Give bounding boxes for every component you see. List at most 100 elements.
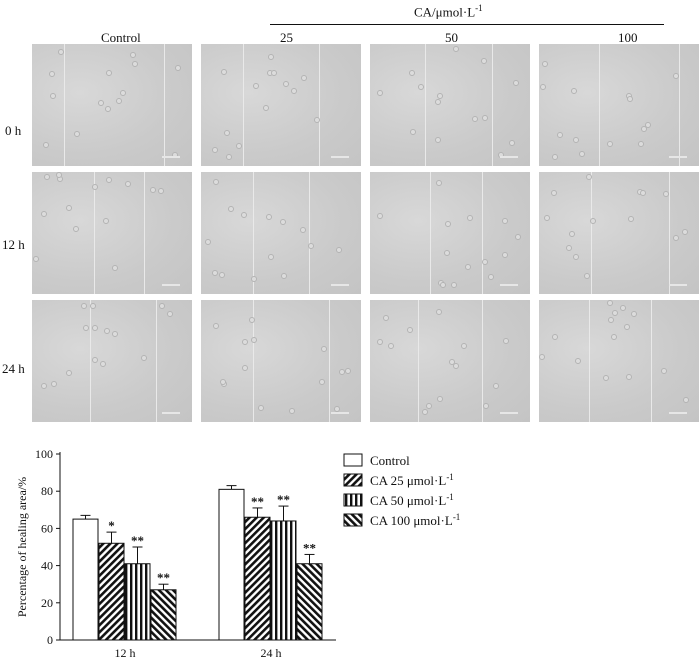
cell-dot	[90, 303, 96, 309]
cell-dot	[266, 214, 272, 220]
legend-label-sup: -1	[446, 472, 454, 482]
wound-edge-line	[90, 300, 91, 422]
cell-dot	[453, 46, 459, 52]
legend-swatch	[343, 513, 363, 527]
cell-dot	[435, 137, 441, 143]
cell-dot	[150, 187, 156, 193]
scale-bar	[500, 284, 518, 286]
legend-label: CA 100 μmol·L-1	[370, 512, 460, 528]
cell-dot	[409, 70, 415, 76]
cell-dot	[444, 250, 450, 256]
cell-dot	[92, 325, 98, 331]
cell-dot	[242, 365, 248, 371]
cell-dot	[74, 131, 80, 137]
scale-bar	[500, 156, 518, 158]
cell-dot	[125, 181, 131, 187]
cell-dot	[673, 73, 679, 79]
cell-dot	[158, 188, 164, 194]
cell-dot	[645, 122, 651, 128]
cell-dot	[159, 303, 165, 309]
cell-dot	[509, 140, 515, 146]
cell-dot	[661, 368, 667, 374]
cell-dot	[251, 337, 257, 343]
cell-dot	[212, 147, 218, 153]
cell-dot	[175, 65, 181, 71]
legend-label: CA 25 μmol·L-1	[370, 472, 454, 488]
bar	[270, 520, 297, 641]
cell-dot	[213, 323, 219, 329]
micrograph-cell	[201, 172, 361, 294]
cell-dot	[377, 339, 383, 345]
scale-bar	[669, 412, 687, 414]
cell-dot	[213, 179, 219, 185]
scale-bar	[669, 156, 687, 158]
wound-edge-line	[482, 172, 483, 294]
x-tick-label: 24 h	[261, 646, 282, 660]
cell-dot	[50, 93, 56, 99]
cell-dot	[579, 151, 585, 157]
cell-dot	[573, 254, 579, 260]
wound-edge-line	[329, 300, 330, 422]
micrograph-cell	[370, 172, 530, 294]
cell-dot	[663, 191, 669, 197]
micrograph-cell	[539, 172, 699, 294]
wound-edge-line	[599, 44, 600, 166]
cell-dot	[673, 235, 679, 241]
column-label-25: 25	[280, 30, 293, 45]
cell-dot	[515, 234, 521, 240]
cell-dot	[300, 227, 306, 233]
scale-bar	[669, 284, 687, 286]
legend-label: CA 50 μmol·L-1	[370, 492, 454, 508]
cell-dot	[280, 219, 286, 225]
cell-dot	[482, 115, 488, 121]
cell-dot	[226, 154, 232, 160]
wound-edge-line	[64, 44, 65, 166]
cell-dot	[98, 100, 104, 106]
bar	[150, 589, 177, 641]
cell-dot	[607, 300, 613, 306]
cell-dot	[92, 184, 98, 190]
wound-edge-line	[319, 44, 320, 166]
micrograph-cell	[201, 44, 361, 166]
cell-dot	[43, 142, 49, 148]
cell-dot	[683, 397, 689, 403]
cell-dot	[586, 174, 592, 180]
micrograph-cell	[32, 300, 192, 422]
cell-dot	[472, 116, 478, 122]
cell-dot	[66, 370, 72, 376]
scale-bar	[162, 412, 180, 414]
cell-dot	[503, 338, 509, 344]
wound-edge-line	[669, 172, 670, 294]
y-tick-label: 60	[41, 521, 53, 535]
cell-dot	[249, 317, 255, 323]
micrograph-cell	[539, 44, 699, 166]
cell-dot	[51, 381, 57, 387]
bar	[98, 542, 125, 641]
cell-dot	[624, 324, 630, 330]
legend-swatch	[343, 493, 363, 507]
significance-mark: **	[251, 494, 264, 509]
wound-edge-line	[156, 300, 157, 422]
cell-dot	[383, 315, 389, 321]
legend-label: Control	[370, 453, 410, 468]
cell-dot	[436, 309, 442, 315]
wound-edge-line	[589, 300, 590, 422]
cell-dot	[167, 311, 173, 317]
cell-dot	[488, 274, 494, 280]
cell-dot	[58, 49, 64, 55]
significance-mark: **	[277, 492, 290, 507]
cell-dot	[212, 270, 218, 276]
cell-dot	[435, 99, 441, 105]
cell-dot	[321, 346, 327, 352]
cell-dot	[268, 54, 274, 60]
cell-dot	[437, 93, 443, 99]
wound-edge-line	[309, 172, 310, 294]
bar	[244, 516, 271, 641]
column-label-control: Control	[101, 30, 141, 45]
cell-dot	[219, 272, 225, 278]
cell-dot	[345, 368, 351, 374]
cell-dot	[437, 396, 443, 402]
cell-dot	[241, 212, 247, 218]
wound-edge-line	[591, 172, 592, 294]
bar	[218, 488, 245, 641]
